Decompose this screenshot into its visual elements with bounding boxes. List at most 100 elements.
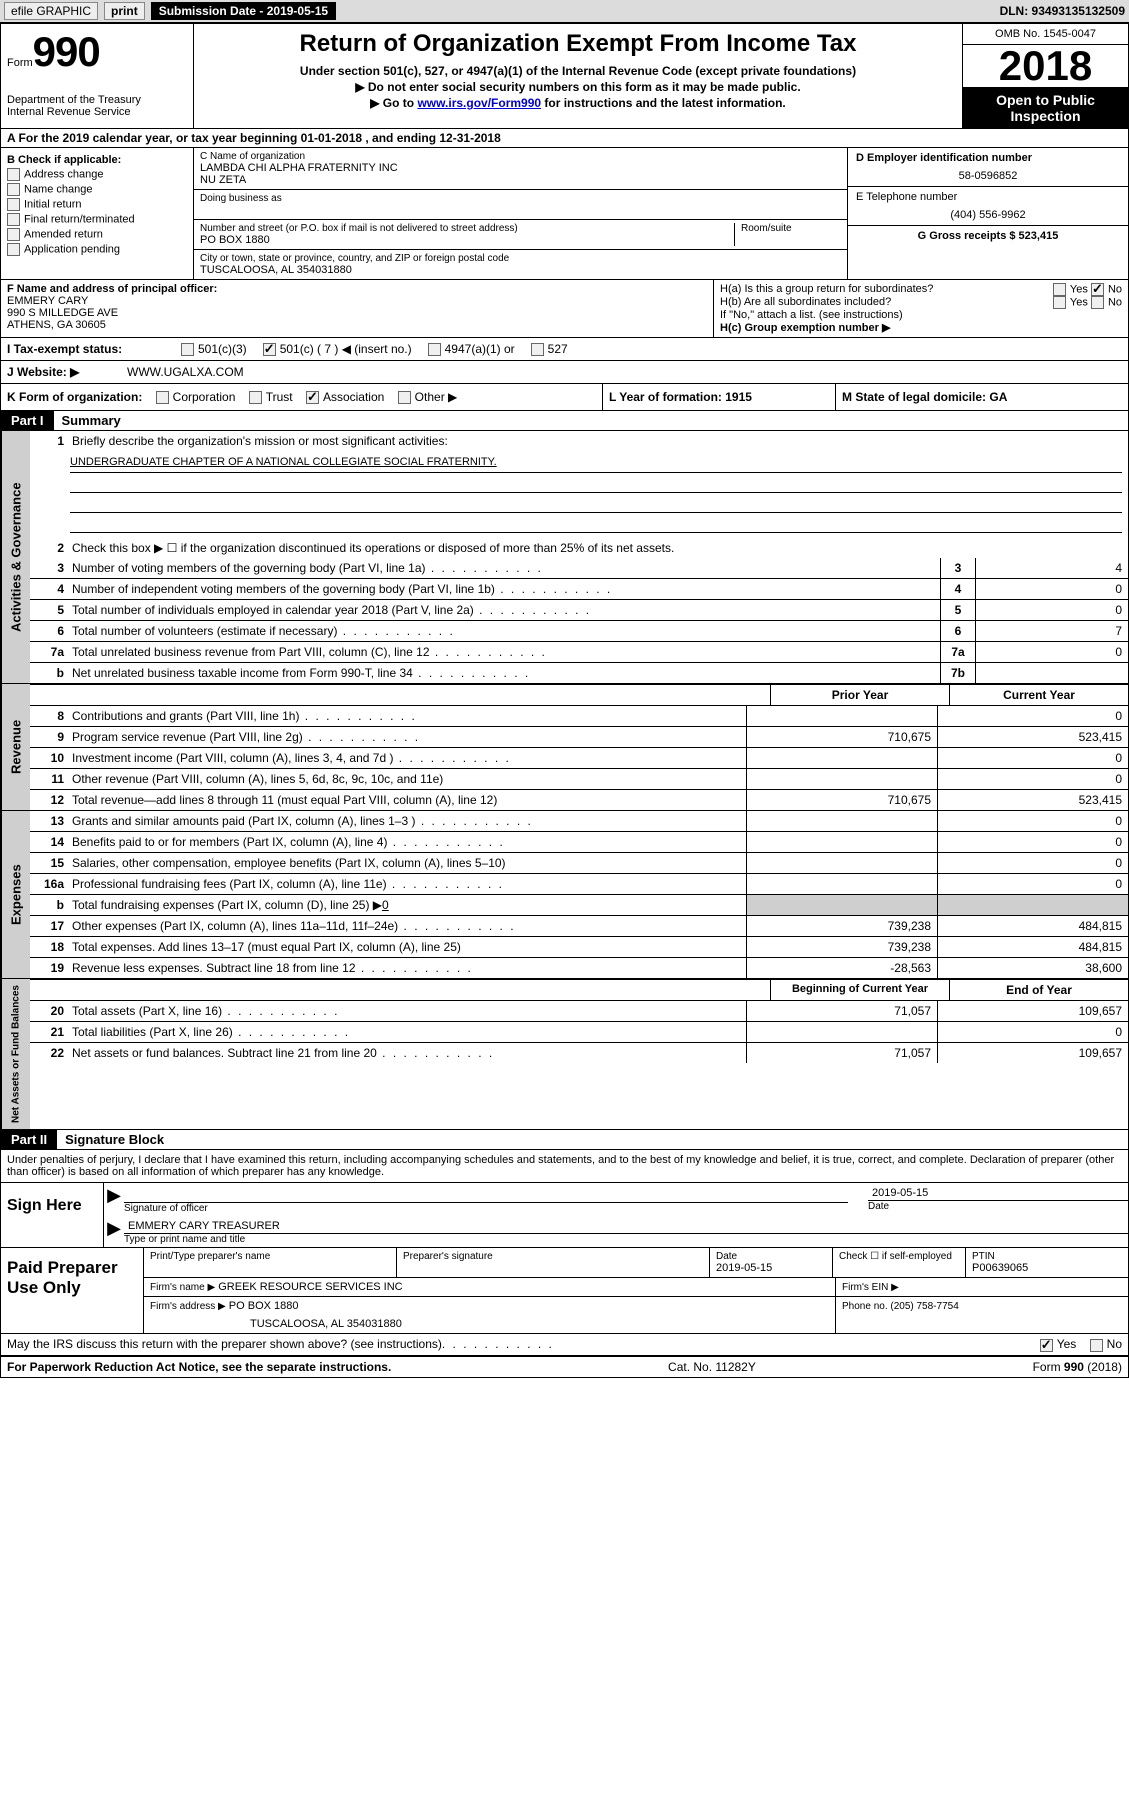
initial-return-checkbox[interactable] bbox=[7, 198, 20, 211]
col-c-org-info: C Name of organization LAMBDA CHI ALPHA … bbox=[194, 148, 847, 279]
app-pending-checkbox[interactable] bbox=[7, 243, 20, 256]
org-name-label: C Name of organization bbox=[200, 151, 841, 162]
expenses-section: Expenses 13 Grants and similar amounts p… bbox=[1, 811, 1128, 979]
form-subtitle-3: ▶ Go to www.irs.gov/Form990 for instruct… bbox=[204, 96, 952, 110]
h-group-return: H(a) Is this a group return for subordin… bbox=[713, 280, 1128, 337]
line-3-value: 4 bbox=[975, 558, 1128, 578]
discuss-row: May the IRS discuss this return with the… bbox=[1, 1334, 1128, 1356]
tax-year: 2018 bbox=[963, 45, 1128, 88]
footer-row: For Paperwork Reduction Act Notice, see … bbox=[1, 1357, 1128, 1377]
form-word: Form bbox=[7, 57, 33, 69]
beginning-year-header: Beginning of Current Year bbox=[770, 980, 949, 1000]
irs-label: Internal Revenue Service bbox=[7, 106, 187, 118]
prior-year-header: Prior Year bbox=[770, 685, 949, 705]
row-a-tax-year: A For the 2019 calendar year, or tax yea… bbox=[1, 129, 1128, 148]
firm-name: GREEK RESOURCE SERVICES INC bbox=[218, 1281, 402, 1293]
ha-no-checkbox[interactable] bbox=[1091, 283, 1104, 296]
website-value: WWW.UGALXA.COM bbox=[127, 365, 244, 379]
hb-yes-checkbox[interactable] bbox=[1053, 296, 1066, 309]
discuss-no-checkbox[interactable] bbox=[1090, 1339, 1103, 1352]
tax-exempt-status-row: I Tax-exempt status: 501(c)(3) 501(c) ( … bbox=[1, 338, 1128, 361]
527-checkbox[interactable] bbox=[531, 343, 544, 356]
other-checkbox[interactable] bbox=[398, 391, 411, 404]
end-year-header: End of Year bbox=[949, 980, 1128, 1000]
open-to-public: Open to Public Inspection bbox=[963, 88, 1128, 128]
line-7a-value: 0 bbox=[975, 642, 1128, 662]
assoc-checkbox[interactable] bbox=[306, 391, 319, 404]
officer-name: EMMERY CARY TREASURER bbox=[124, 1218, 1128, 1234]
form-header-right: OMB No. 1545-0047 2018 Open to Public In… bbox=[962, 24, 1128, 128]
line-6-value: 7 bbox=[975, 621, 1128, 641]
street-value: PO BOX 1880 bbox=[200, 234, 734, 246]
entity-info-block: B Check if applicable: Address change Na… bbox=[1, 148, 1128, 280]
501c3-checkbox[interactable] bbox=[181, 343, 194, 356]
f-officer: F Name and address of principal officer:… bbox=[1, 280, 713, 337]
hb-no-checkbox[interactable] bbox=[1091, 296, 1104, 309]
form-header-left: Form990 Department of the Treasury Inter… bbox=[1, 24, 194, 128]
phone-value: (404) 556-9962 bbox=[856, 209, 1120, 221]
org-name-2: NU ZETA bbox=[200, 174, 841, 186]
city-label: City or town, state or province, country… bbox=[200, 253, 841, 264]
expenses-tab: Expenses bbox=[1, 811, 30, 978]
address-change-checkbox[interactable] bbox=[7, 168, 20, 181]
trust-checkbox[interactable] bbox=[249, 391, 262, 404]
irs-link[interactable]: www.irs.gov/Form990 bbox=[417, 96, 541, 110]
form-number: 990 bbox=[33, 28, 100, 75]
ein-label: D Employer identification number bbox=[856, 152, 1120, 164]
amended-return-checkbox[interactable] bbox=[7, 228, 20, 241]
sign-here-row: Sign Here ▶ Signature of officer 2019-05… bbox=[1, 1183, 1128, 1248]
revenue-section: Revenue Prior Year Current Year 8 Contri… bbox=[1, 684, 1128, 811]
year-formation: L Year of formation: 1915 bbox=[602, 384, 835, 410]
gross-receipts: G Gross receipts $ 523,415 bbox=[856, 230, 1120, 242]
city-value: TUSCALOOSA, AL 354031880 bbox=[200, 264, 841, 276]
discuss-yes-checkbox[interactable] bbox=[1040, 1339, 1053, 1352]
final-return-checkbox[interactable] bbox=[7, 213, 20, 226]
fh-block: F Name and address of principal officer:… bbox=[1, 280, 1128, 338]
form-subtitle-1: Under section 501(c), 527, or 4947(a)(1)… bbox=[204, 64, 952, 78]
efile-label: efile GRAPHIC bbox=[4, 2, 98, 20]
ein-value: 58-0596852 bbox=[856, 170, 1120, 182]
form-subtitle-2: ▶ Do not enter social security numbers o… bbox=[204, 80, 952, 94]
form-title: Return of Organization Exempt From Incom… bbox=[204, 30, 952, 58]
net-assets-tab: Net Assets or Fund Balances bbox=[1, 979, 30, 1129]
submission-date-label: Submission Date - 2019-05-15 bbox=[151, 2, 336, 20]
form-header-center: Return of Organization Exempt From Incom… bbox=[194, 24, 962, 128]
form-header: Form990 Department of the Treasury Inter… bbox=[1, 24, 1128, 129]
top-toolbar: efile GRAPHIC print Submission Date - 20… bbox=[0, 0, 1129, 23]
revenue-tab: Revenue bbox=[1, 684, 30, 810]
signature-block: Under penalties of perjury, I declare th… bbox=[1, 1150, 1128, 1376]
print-button[interactable]: print bbox=[104, 2, 145, 20]
ptin-value: P00639065 bbox=[972, 1262, 1122, 1274]
mission-text: UNDERGRADUATE CHAPTER OF A NATIONAL COLL… bbox=[70, 456, 1122, 473]
line-5-value: 0 bbox=[975, 600, 1128, 620]
501c-checkbox[interactable] bbox=[263, 343, 276, 356]
col-b-checkboxes: B Check if applicable: Address change Na… bbox=[1, 148, 194, 279]
street-label: Number and street (or P.O. box if mail i… bbox=[200, 223, 734, 234]
dba-label: Doing business as bbox=[200, 193, 841, 204]
line-7b-value bbox=[975, 663, 1128, 683]
net-assets-section: Net Assets or Fund Balances Beginning of… bbox=[1, 979, 1128, 1130]
paid-preparer-block: Paid Preparer Use Only Print/Type prepar… bbox=[1, 1248, 1128, 1334]
dept-treasury: Department of the Treasury bbox=[7, 94, 187, 106]
dln-label: DLN: 93493135132509 bbox=[1000, 4, 1125, 18]
name-change-checkbox[interactable] bbox=[7, 183, 20, 196]
room-suite-label: Room/suite bbox=[741, 223, 841, 234]
ha-yes-checkbox[interactable] bbox=[1053, 283, 1066, 296]
form-990: Form990 Department of the Treasury Inter… bbox=[0, 23, 1129, 1378]
k-org-row: K Form of organization: Corporation Trus… bbox=[1, 384, 1128, 411]
part-2-header: Part II Signature Block bbox=[1, 1130, 1128, 1150]
org-name-1: LAMBDA CHI ALPHA FRATERNITY INC bbox=[200, 162, 841, 174]
col-de-contact: D Employer identification number 58-0596… bbox=[847, 148, 1128, 279]
phone-label: E Telephone number bbox=[856, 191, 1120, 203]
state-domicile: M State of legal domicile: GA bbox=[835, 384, 1128, 410]
activities-governance-section: Activities & Governance 1 Briefly descri… bbox=[1, 431, 1128, 684]
line-4-value: 0 bbox=[975, 579, 1128, 599]
perjury-declaration: Under penalties of perjury, I declare th… bbox=[1, 1150, 1128, 1183]
col-b-heading: B Check if applicable: bbox=[7, 154, 187, 166]
current-year-header: Current Year bbox=[949, 685, 1128, 705]
website-row: J Website: ▶ WWW.UGALXA.COM bbox=[1, 361, 1128, 384]
corp-checkbox[interactable] bbox=[156, 391, 169, 404]
4947-checkbox[interactable] bbox=[428, 343, 441, 356]
activities-governance-tab: Activities & Governance bbox=[1, 431, 30, 683]
part-1-header: Part I Summary bbox=[1, 411, 1128, 431]
